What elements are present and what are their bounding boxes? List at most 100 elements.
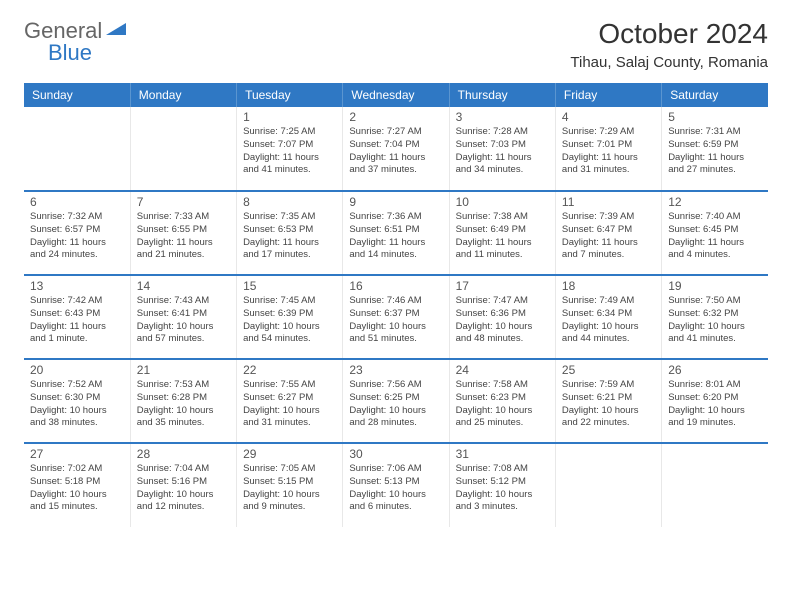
day-number: 19 [668, 279, 762, 293]
day-info: Sunrise: 7:33 AMSunset: 6:55 PMDaylight:… [137, 211, 230, 262]
day-number: 26 [668, 363, 762, 377]
day-number: 23 [349, 363, 442, 377]
day-number: 27 [30, 447, 124, 461]
day-number: 29 [243, 447, 336, 461]
day-info: Sunrise: 7:40 AMSunset: 6:45 PMDaylight:… [668, 211, 762, 262]
calendar-week-row: 13 Sunrise: 7:42 AMSunset: 6:43 PMDayligh… [24, 275, 768, 359]
day-info: Sunrise: 7:45 AMSunset: 6:39 PMDaylight:… [243, 295, 336, 346]
day-info: Sunrise: 7:32 AMSunset: 6:57 PMDaylight:… [30, 211, 124, 262]
calendar-day-cell: 4Sunrise: 7:29 AMSunset: 7:01 PMDaylight… [555, 107, 661, 191]
calendar-empty-cell [24, 107, 130, 191]
day-number: 13 [30, 279, 124, 293]
day-info: Sunrise: 7:35 AMSunset: 6:53 PMDaylight:… [243, 211, 336, 262]
calendar-week-row: 6 Sunrise: 7:32 AMSunset: 6:57 PMDaylight… [24, 191, 768, 275]
day-number: 5 [668, 110, 762, 124]
day-info: Sunrise: 7:46 AMSunset: 6:37 PMDaylight:… [349, 295, 442, 346]
day-info: Sunrise: 7:52 AMSunset: 6:30 PMDaylight:… [30, 379, 124, 430]
calendar-day-cell: 16 Sunrise: 7:46 AMSunset: 6:37 PMDayligh… [343, 275, 449, 359]
weekday-header: Sunday [24, 83, 130, 107]
day-info: Sunrise: 7:39 AMSunset: 6:47 PMDaylight:… [562, 211, 655, 262]
location: Tihau, Salaj County, Romania [570, 54, 768, 71]
day-info: Sunrise: 7:25 AMSunset: 7:07 PMDaylight:… [243, 126, 336, 177]
day-info: Sunrise: 7:27 AMSunset: 7:04 PMDaylight:… [349, 126, 442, 177]
calendar-empty-cell [555, 443, 661, 527]
day-info: Sunrise: 7:59 AMSunset: 6:21 PMDaylight:… [562, 379, 655, 430]
day-info: Sunrise: 7:42 AMSunset: 6:43 PMDaylight:… [30, 295, 124, 346]
calendar-day-cell: 3Sunrise: 7:28 AMSunset: 7:03 PMDaylight… [449, 107, 555, 191]
calendar-empty-cell [662, 443, 768, 527]
calendar-day-cell: 15 Sunrise: 7:45 AMSunset: 6:39 PMDayligh… [237, 275, 343, 359]
calendar-day-cell: 11 Sunrise: 7:39 AMSunset: 6:47 PMDayligh… [555, 191, 661, 275]
calendar-week-row: 20Sunrise: 7:52 AMSunset: 6:30 PMDayligh… [24, 359, 768, 443]
calendar-day-cell: 17 Sunrise: 7:47 AMSunset: 6:36 PMDayligh… [449, 275, 555, 359]
day-number: 10 [456, 195, 549, 209]
day-info: Sunrise: 7:02 AMSunset: 5:18 PMDaylight:… [30, 463, 124, 514]
day-number: 22 [243, 363, 336, 377]
day-info: Sunrise: 7:55 AMSunset: 6:27 PMDaylight:… [243, 379, 336, 430]
calendar-day-cell: 9 Sunrise: 7:36 AMSunset: 6:51 PMDaylight… [343, 191, 449, 275]
day-info: Sunrise: 7:04 AMSunset: 5:16 PMDaylight:… [137, 463, 230, 514]
calendar-day-cell: 2 Sunrise: 7:27 AMSunset: 7:04 PMDaylight… [343, 107, 449, 191]
day-number: 24 [456, 363, 549, 377]
weekday-header: Monday [130, 83, 236, 107]
day-number: 30 [349, 447, 442, 461]
day-info: Sunrise: 7:28 AMSunset: 7:03 PMDaylight:… [456, 126, 549, 177]
calendar-day-cell: 20Sunrise: 7:52 AMSunset: 6:30 PMDayligh… [24, 359, 130, 443]
day-info: Sunrise: 7:43 AMSunset: 6:41 PMDaylight:… [137, 295, 230, 346]
day-number: 11 [562, 195, 655, 209]
weekday-header: Wednesday [343, 83, 449, 107]
day-info: Sunrise: 7:58 AMSunset: 6:23 PMDaylight:… [456, 379, 549, 430]
calendar-day-cell: 7Sunrise: 7:33 AMSunset: 6:55 PMDaylight… [130, 191, 236, 275]
day-info: Sunrise: 7:47 AMSunset: 6:36 PMDaylight:… [456, 295, 549, 346]
day-info: Sunrise: 7:36 AMSunset: 6:51 PMDaylight:… [349, 211, 442, 262]
calendar-day-cell: 30Sunrise: 7:06 AMSunset: 5:13 PMDayligh… [343, 443, 449, 527]
day-info: Sunrise: 7:56 AMSunset: 6:25 PMDaylight:… [349, 379, 442, 430]
day-number: 6 [30, 195, 124, 209]
logo-text-2: Blue [48, 40, 92, 65]
calendar-day-cell: 18Sunrise: 7:49 AMSunset: 6:34 PMDayligh… [555, 275, 661, 359]
calendar-day-cell: 6 Sunrise: 7:32 AMSunset: 6:57 PMDaylight… [24, 191, 130, 275]
logo-sub: Blue [48, 40, 92, 66]
day-number: 15 [243, 279, 336, 293]
day-number: 4 [562, 110, 655, 124]
day-number: 9 [349, 195, 442, 209]
calendar-week-row: 27 Sunrise: 7:02 AMSunset: 5:18 PMDayligh… [24, 443, 768, 527]
calendar-day-cell: 10 Sunrise: 7:38 AMSunset: 6:49 PMDayligh… [449, 191, 555, 275]
calendar-day-cell: 28 Sunrise: 7:04 AMSunset: 5:16 PMDayligh… [130, 443, 236, 527]
calendar-day-cell: 19Sunrise: 7:50 AMSunset: 6:32 PMDayligh… [662, 275, 768, 359]
day-info: Sunrise: 7:53 AMSunset: 6:28 PMDaylight:… [137, 379, 230, 430]
calendar-day-cell: 14 Sunrise: 7:43 AMSunset: 6:41 PMDayligh… [130, 275, 236, 359]
calendar-day-cell: 13 Sunrise: 7:42 AMSunset: 6:43 PMDayligh… [24, 275, 130, 359]
day-number: 25 [562, 363, 655, 377]
calendar-day-cell: 8 Sunrise: 7:35 AMSunset: 6:53 PMDaylight… [237, 191, 343, 275]
calendar-day-cell: 5Sunrise: 7:31 AMSunset: 6:59 PMDaylight… [662, 107, 768, 191]
day-number: 14 [137, 279, 230, 293]
day-info: Sunrise: 7:05 AMSunset: 5:15 PMDaylight:… [243, 463, 336, 514]
calendar-table: SundayMondayTuesdayWednesdayThursdayFrid… [24, 83, 768, 527]
calendar-day-cell: 22 Sunrise: 7:55 AMSunset: 6:27 PMDayligh… [237, 359, 343, 443]
day-info: Sunrise: 8:01 AMSunset: 6:20 PMDaylight:… [668, 379, 762, 430]
calendar-day-cell: 23 Sunrise: 7:56 AMSunset: 6:25 PMDayligh… [343, 359, 449, 443]
weekday-header: Tuesday [237, 83, 343, 107]
day-number: 17 [456, 279, 549, 293]
weekday-header: Thursday [449, 83, 555, 107]
calendar-header-row: SundayMondayTuesdayWednesdayThursdayFrid… [24, 83, 768, 107]
day-number: 16 [349, 279, 442, 293]
title-block: October 2024 Tihau, Salaj County, Romani… [570, 18, 768, 71]
calendar-day-cell: 27 Sunrise: 7:02 AMSunset: 5:18 PMDayligh… [24, 443, 130, 527]
day-info: Sunrise: 7:08 AMSunset: 5:12 PMDaylight:… [456, 463, 549, 514]
day-number: 1 [243, 110, 336, 124]
month-title: October 2024 [570, 18, 768, 50]
calendar-day-cell: 1 Sunrise: 7:25 AMSunset: 7:07 PMDaylight… [237, 107, 343, 191]
day-number: 8 [243, 195, 336, 209]
calendar-day-cell: 25 Sunrise: 7:59 AMSunset: 6:21 PMDayligh… [555, 359, 661, 443]
calendar-day-cell: 26 Sunrise: 8:01 AMSunset: 6:20 PMDayligh… [662, 359, 768, 443]
day-info: Sunrise: 7:38 AMSunset: 6:49 PMDaylight:… [456, 211, 549, 262]
day-number: 31 [456, 447, 549, 461]
day-info: Sunrise: 7:49 AMSunset: 6:34 PMDaylight:… [562, 295, 655, 346]
day-number: 28 [137, 447, 230, 461]
triangle-icon [106, 21, 126, 42]
calendar-day-cell: 12Sunrise: 7:40 AMSunset: 6:45 PMDayligh… [662, 191, 768, 275]
day-number: 2 [349, 110, 442, 124]
weekday-header: Saturday [662, 83, 768, 107]
